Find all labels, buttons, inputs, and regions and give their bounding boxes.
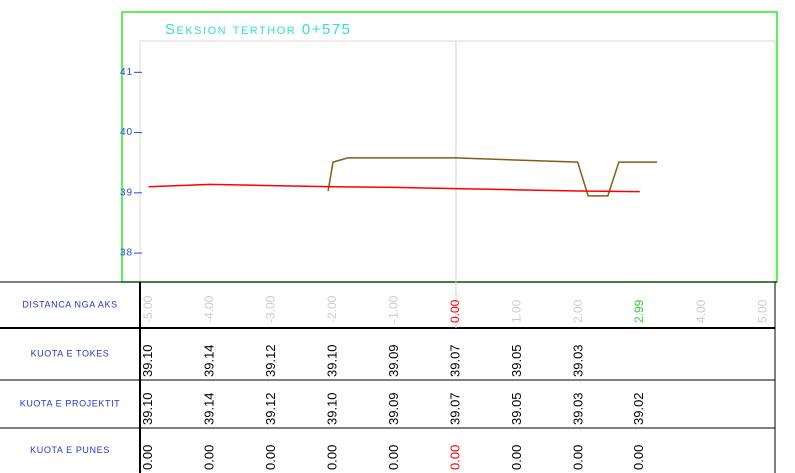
table-cell: 39.03 — [570, 392, 585, 425]
table-cell: 0.00 — [447, 445, 462, 470]
y-tick-label: 40 — [120, 127, 133, 138]
x-tick-label: 1.00 — [510, 299, 524, 323]
y-tick-label: 39 — [120, 187, 133, 198]
table-cell: 0.00 — [324, 445, 339, 470]
y-tick-label: 41 — [120, 67, 133, 78]
frame — [121, 11, 778, 283]
table-cell: 0.00 — [140, 445, 155, 470]
table-cell: 39.05 — [509, 344, 524, 377]
table-grid — [0, 281, 777, 473]
x-tick-label: 0.00 — [448, 299, 462, 323]
row-header: KUOTA E PUNES — [30, 445, 110, 455]
table-cell: 0.00 — [509, 445, 524, 470]
x-tick-label: -1.00 — [387, 295, 401, 323]
table-cell: 0.00 — [202, 445, 217, 470]
x-tick-label: -4.00 — [202, 295, 216, 323]
table-cell: 0.00 — [386, 445, 401, 470]
table-cell: 39.09 — [386, 392, 401, 425]
x-tick-label: 4.00 — [694, 299, 708, 323]
table-cell: 39.12 — [263, 344, 278, 377]
table-cell: 0.00 — [570, 445, 585, 470]
table-cell: 39.09 — [386, 344, 401, 377]
y-tick-label: 38 — [120, 248, 133, 259]
series-line — [327, 157, 657, 197]
x-tick-label: 2.99 — [632, 299, 646, 323]
x-tick-label: -5.00 — [141, 295, 155, 323]
series-line — [148, 183, 640, 193]
table-cell: 39.14 — [202, 344, 217, 377]
x-tick-label: -3.00 — [264, 295, 278, 323]
x-tick-label: 2.00 — [571, 299, 585, 323]
x-tick-label: 5.00 — [755, 299, 769, 323]
table-cell: 39.05 — [509, 392, 524, 425]
plot-box — [139, 40, 776, 283]
table-cell: 39.07 — [447, 392, 462, 425]
table-cell: 39.10 — [324, 392, 339, 425]
table-cell: 39.10 — [324, 344, 339, 377]
chart-title: Seksion terthor 0+575 — [165, 21, 352, 38]
table-cell: 0.00 — [263, 445, 278, 470]
row-header: DISTANCA NGA AKS — [22, 299, 117, 309]
table-cell: 39.10 — [140, 344, 155, 377]
table-cell: 39.03 — [570, 344, 585, 377]
table-cell: 39.02 — [631, 392, 646, 425]
table-cell: 39.10 — [140, 392, 155, 425]
table-cell: 0.00 — [631, 445, 646, 470]
row-header: KUOTA E PROJEKTIT — [20, 398, 121, 408]
table-cell: 39.14 — [202, 392, 217, 425]
table-cell: 39.12 — [263, 392, 278, 425]
x-tick-label: -2.00 — [325, 295, 339, 323]
row-header: KUOTA E TOKES — [31, 348, 110, 358]
table-cell: 39.07 — [447, 344, 462, 377]
